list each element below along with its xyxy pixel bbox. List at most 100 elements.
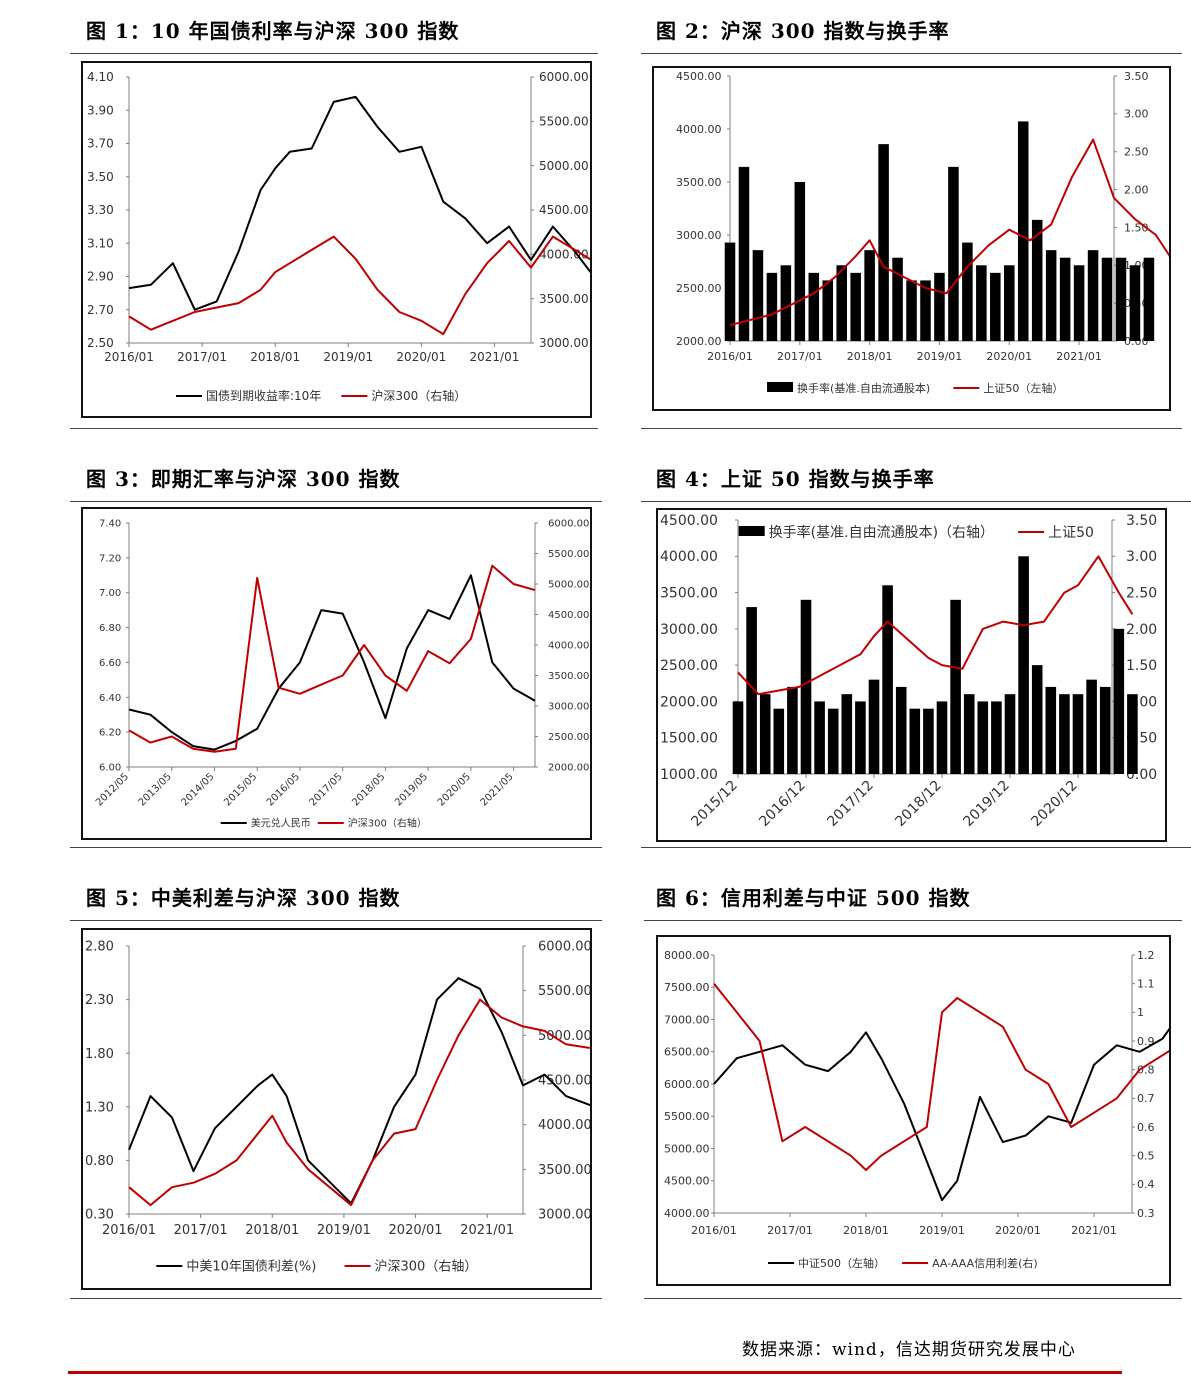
- left-axis-tick-label: 3.50: [87, 170, 114, 184]
- right-axis-tick-label: 1.1: [1137, 978, 1155, 991]
- right-axis-tick-label: 3.00: [1126, 549, 1157, 565]
- series-line-1: [729, 138, 1169, 327]
- turnover-bar: [882, 585, 893, 774]
- turnover-bar: [923, 708, 934, 774]
- series-line-0: [128, 977, 590, 1205]
- turnover-bar: [732, 701, 744, 774]
- right-axis-tick-label: 1: [1137, 1006, 1144, 1019]
- turnover-bar: [827, 708, 839, 774]
- x-axis-tick-label: 2021/05: [479, 771, 516, 808]
- turnover-bar: [868, 679, 880, 774]
- legend-label-0: 中证500（左轴）: [798, 1256, 885, 1270]
- turnover-bar: [1004, 265, 1015, 341]
- x-axis-tick-label: 2016/01: [691, 1224, 737, 1237]
- chart-panel-3: 7.40 7.20 7.00 6.80 6.60 6.40 6.20 6.00 6000.00 5…: [81, 507, 592, 840]
- x-axis-tick-label: 2018/05: [350, 771, 387, 808]
- right-axis-tick-label: 3500.00: [539, 292, 589, 306]
- chart-4-svg: 4500.00 4000.00 3500.00 3000.00 2500.00 2000.…: [660, 513, 1157, 830]
- series-line-1: [713, 983, 1169, 1171]
- x-axis-tick-label: 2017/05: [308, 771, 345, 808]
- right-axis-tick-label: 0.8: [1137, 1064, 1155, 1077]
- legend-label-1: 上证50: [1048, 525, 1094, 541]
- turnover-bar: [864, 250, 875, 341]
- x-axis-tick-label: 2016/01: [102, 1223, 156, 1238]
- right-axis-tick-label: 0.7: [1137, 1092, 1155, 1105]
- x-axis-tick-label: 2015/12: [688, 778, 740, 830]
- left-axis-tick-label: 6.60: [99, 658, 121, 669]
- figure-3-bottom-rule: [70, 847, 602, 848]
- right-axis-tick-label: 3000.00: [548, 702, 589, 713]
- left-axis-tick-label: 6.20: [99, 728, 121, 739]
- figure-2-top-rule: [641, 53, 1182, 54]
- turnover-bar: [1072, 694, 1084, 774]
- turnover-bar: [976, 265, 987, 341]
- turnover-bar: [759, 694, 771, 774]
- legend-label-1: AA-AAA信用利差(右): [932, 1256, 1038, 1270]
- legend-label-0: 换手率(基准.自由流通股本): [797, 381, 930, 395]
- turnover-bar: [1143, 257, 1155, 341]
- turnover-bar: [746, 607, 757, 774]
- turnover-bar: [963, 694, 975, 774]
- legend-swatch-0: [767, 382, 794, 392]
- x-axis-tick-label: 2015/05: [222, 771, 259, 808]
- legend-label-1: 沪深300（右轴）: [371, 388, 466, 403]
- turnover-bar: [906, 280, 917, 341]
- left-axis-tick-label: 6.00: [99, 763, 121, 774]
- turnover-bar: [724, 242, 736, 341]
- left-axis-tick-label: 3000.00: [676, 229, 722, 242]
- x-axis-tick-label: 2013/05: [137, 771, 174, 808]
- left-axis-tick-label: 4500.00: [676, 70, 722, 83]
- left-axis-tick-label: 2.90: [87, 270, 114, 284]
- right-axis-tick-label: 3000.00: [539, 336, 589, 350]
- x-axis-tick-label: 2020/01: [986, 350, 1032, 363]
- left-axis-tick-label: 3000.00: [660, 622, 718, 638]
- x-axis-tick-label: 2018/12: [892, 778, 944, 830]
- left-axis-tick-label: 7000.00: [664, 1013, 710, 1026]
- figure-2-bottom-rule: [641, 428, 1182, 429]
- x-axis-tick-label: 2017/12: [824, 778, 876, 830]
- left-axis-tick-label: 3.30: [87, 203, 114, 217]
- turnover-bar: [841, 694, 853, 774]
- series-line-1: [128, 564, 536, 753]
- x-axis-tick-label: 2019/01: [317, 1223, 371, 1238]
- right-axis-tick-label: 2000.00: [548, 763, 589, 774]
- figure-4-title: 图 4：上证 50 指数与换手率: [656, 467, 935, 491]
- series-line-0: [128, 95, 590, 311]
- turnover-bar: [1086, 679, 1097, 774]
- series-line-0: [713, 1027, 1169, 1202]
- source-note: 数据来源：wind，信达期货研究发展中心: [742, 1340, 1076, 1360]
- right-axis-tick-label: 5000.00: [538, 1029, 590, 1044]
- x-axis-tick-label: 2016/12: [756, 778, 808, 830]
- right-axis-tick-label: 4500.00: [539, 203, 589, 217]
- figure-5-title: 图 5：中美利差与沪深 300 指数: [86, 886, 401, 910]
- chart-6-svg: 8000.00 7500.00 7000.00 6500.00 6000.00 5500.…: [664, 949, 1169, 1270]
- left-axis-tick-label: 1500.00: [660, 731, 718, 747]
- figure-4-top-rule: [641, 501, 1191, 502]
- turnover-bar: [948, 166, 959, 341]
- left-axis-tick-label: 6000.00: [664, 1078, 710, 1091]
- x-axis-tick-label: 2018/01: [250, 350, 300, 364]
- right-axis-tick-label: 0.6: [1137, 1121, 1155, 1134]
- turnover-bar: [850, 272, 861, 341]
- turnover-bar: [1059, 694, 1070, 774]
- turnover-bar: [1099, 686, 1111, 774]
- turnover-bar: [794, 182, 806, 341]
- right-axis-tick-label: 3.50: [1126, 513, 1157, 529]
- turnover-bar: [892, 257, 903, 341]
- left-axis-tick-label: 2500.00: [660, 658, 718, 674]
- x-axis-tick-label: 2020/01: [995, 1224, 1041, 1237]
- left-axis-tick-label: 1000.00: [660, 767, 718, 783]
- x-axis-tick-label: 2017/01: [177, 350, 227, 364]
- chart-5-svg: 2.80 2.30 1.80 1.30 0.80 0.30 6000.00 5500.00 50…: [85, 940, 590, 1275]
- right-axis-tick-label: 0.9: [1137, 1035, 1155, 1048]
- right-axis-tick-label: 5500.00: [548, 549, 589, 560]
- x-axis-tick-label: 2014/05: [179, 771, 216, 808]
- left-axis-tick-label: 1.30: [85, 1100, 114, 1115]
- left-axis-tick-label: 4500.00: [664, 1175, 710, 1188]
- turnover-bar: [836, 265, 847, 341]
- right-axis-tick-label: 5000.00: [548, 580, 589, 591]
- left-axis-tick-label: 3500.00: [660, 585, 718, 601]
- left-axis-tick-label: 3.70: [87, 137, 114, 151]
- turnover-bar: [1113, 628, 1125, 774]
- left-axis-tick-label: 1.80: [85, 1047, 114, 1062]
